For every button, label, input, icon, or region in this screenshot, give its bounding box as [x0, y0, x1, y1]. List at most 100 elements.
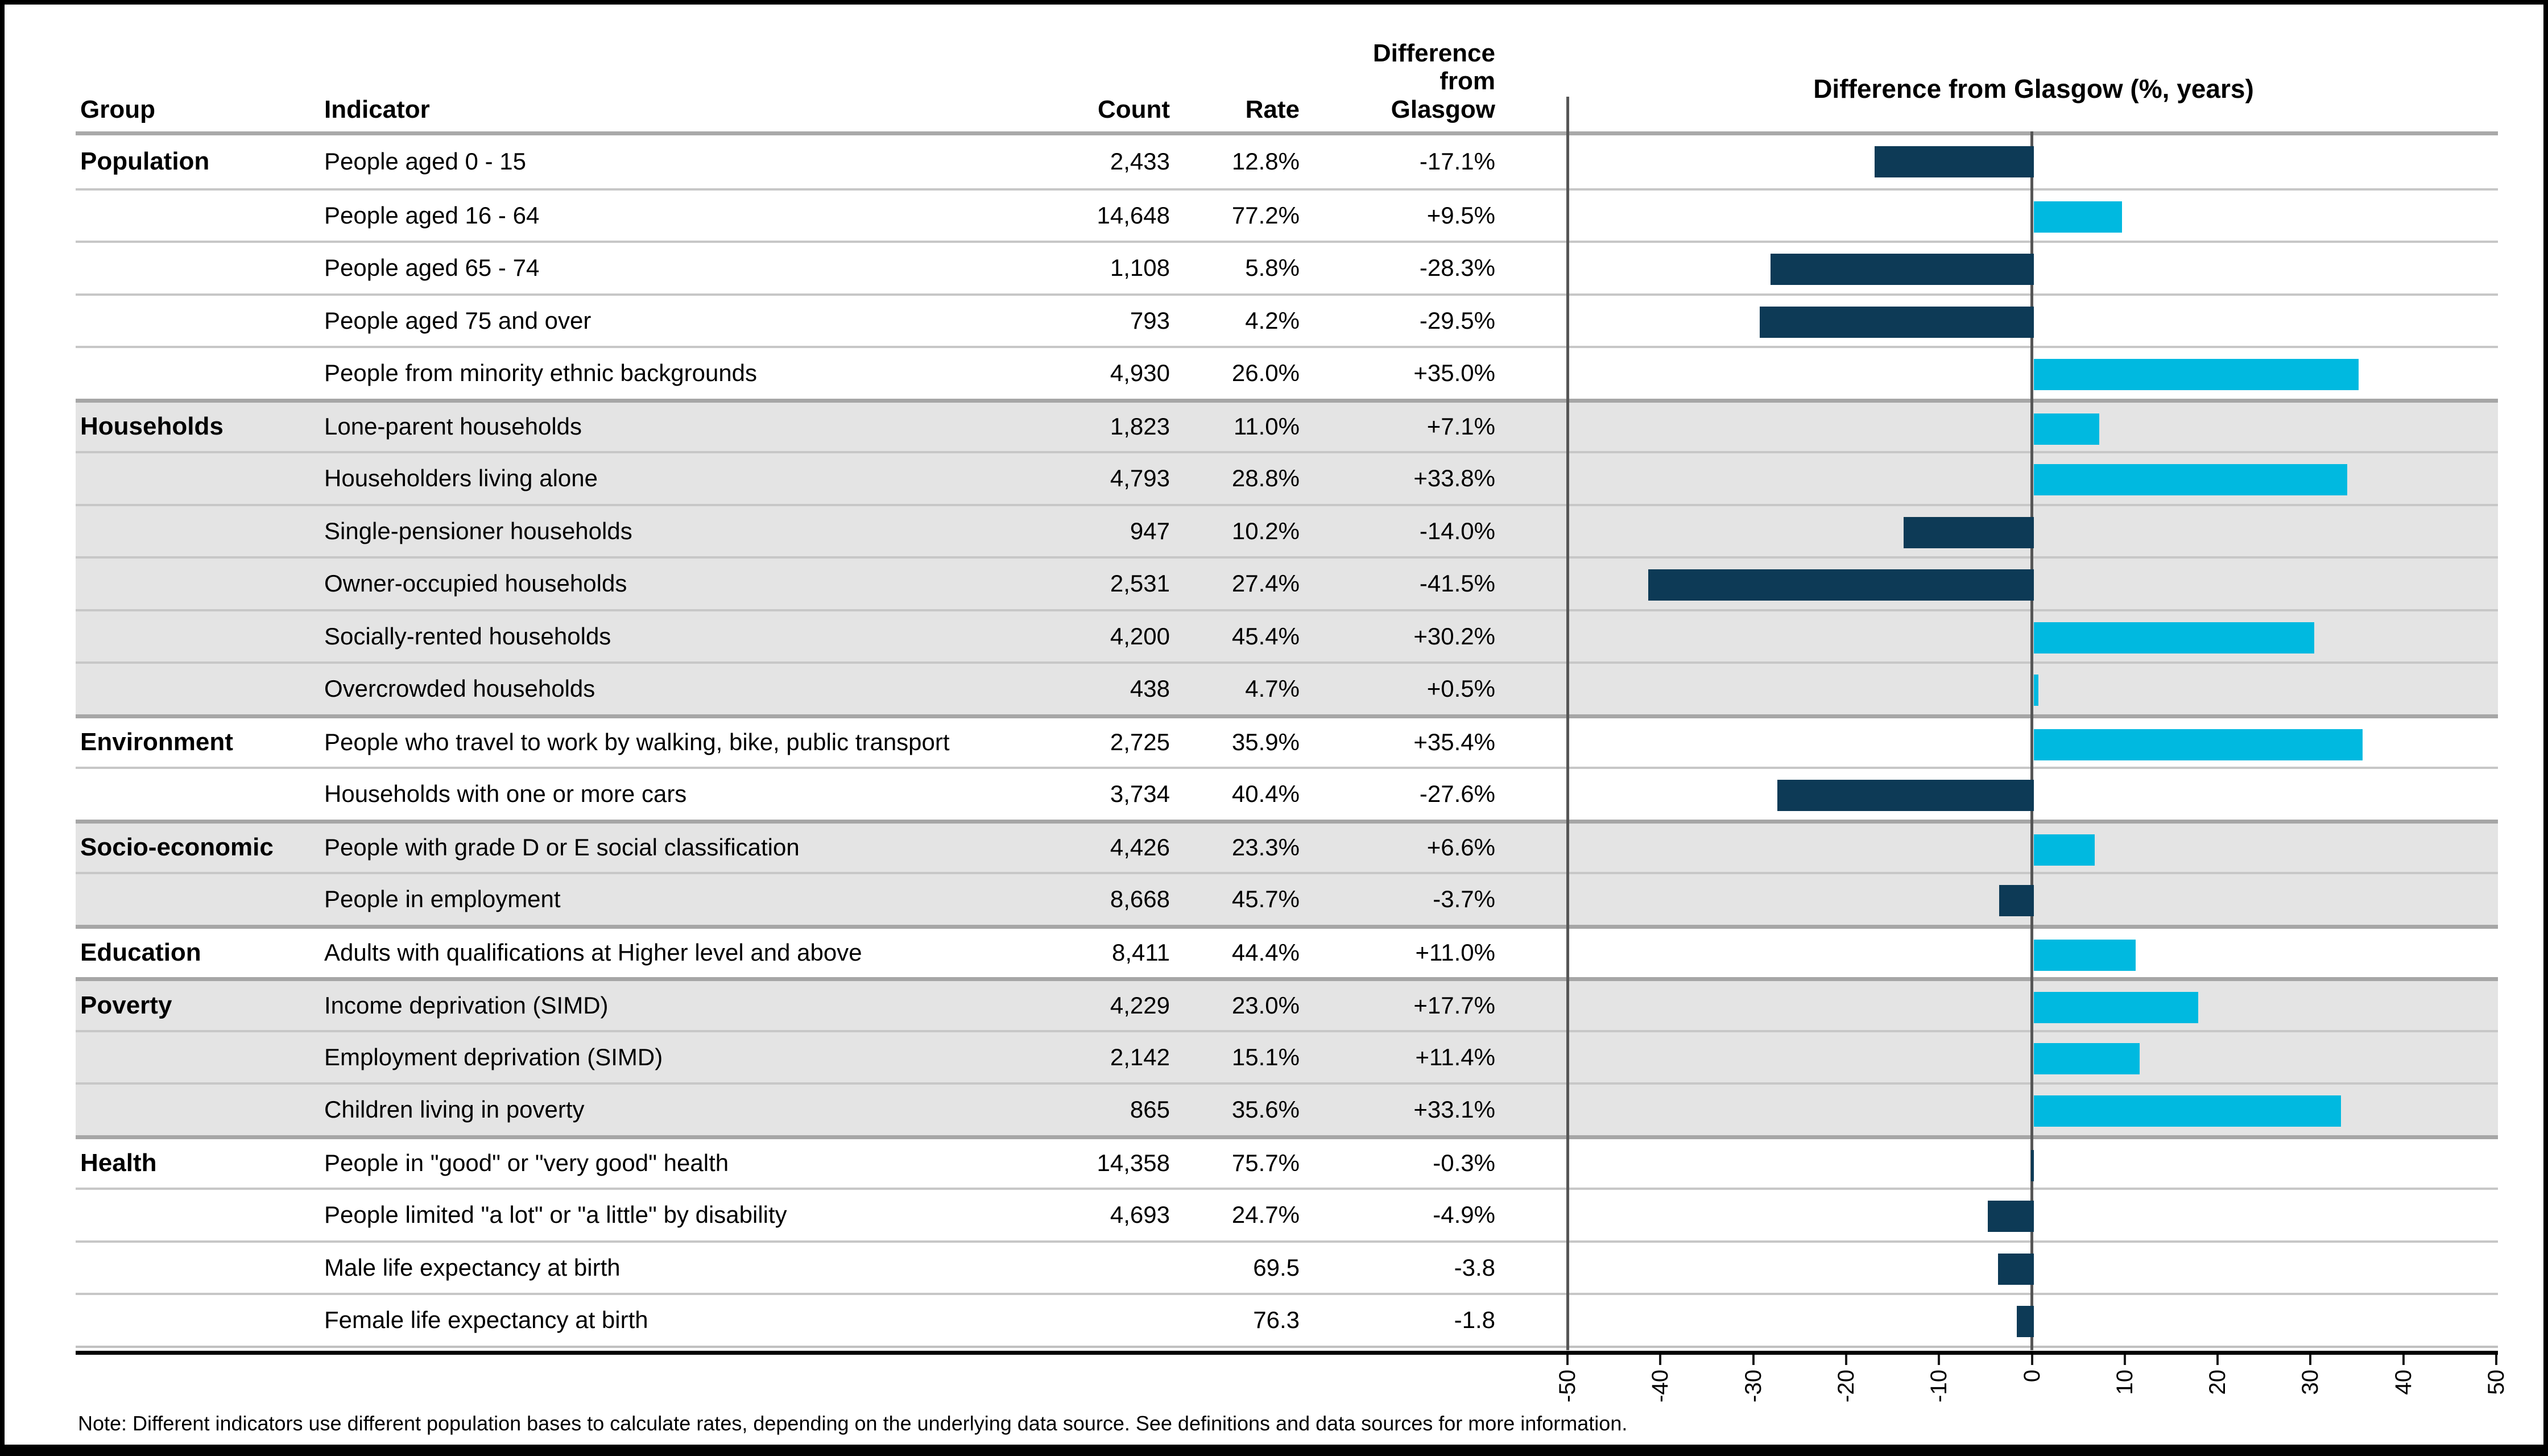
table-row: Female life expectancy at birth 76.3 -1.8 — [76, 1293, 2498, 1346]
difference-bar-cell — [1569, 981, 2498, 1030]
difference-value: -3.8 — [1454, 1254, 1495, 1281]
count-value: 3,734 — [1110, 780, 1170, 808]
table-row: Education Adults with qualifications at H… — [76, 924, 2498, 978]
difference-bar-cell — [1569, 718, 2498, 767]
group-label: Environment — [80, 728, 233, 756]
rate-value: 10.2% — [1231, 517, 1300, 544]
table-row: Socially-rented households 4,200 45.4% +30.… — [76, 609, 2498, 661]
indicator-label: People limited "a lot" or "a little" by … — [324, 1201, 787, 1228]
header-group: Group — [80, 95, 155, 123]
difference-bar-cell — [1569, 243, 2498, 293]
table-row: Population People aged 0 - 15 2,433 12.8% -1… — [76, 135, 2498, 188]
indicator-table: Group Indicator Count Rate Difference fr… — [76, 5, 2509, 1402]
axis-tick-mark — [2030, 1354, 2033, 1365]
rate-value: 15.1% — [1231, 1043, 1300, 1070]
rate-value: 26.0% — [1231, 359, 1300, 387]
axis-tick-label: -40 — [1648, 1369, 1673, 1403]
table-row: People from minority ethnic backgrounds 4… — [76, 346, 2498, 399]
chart-x-axis-line — [76, 1350, 2498, 1355]
rate-value: 69.5 — [1253, 1254, 1300, 1281]
group-label: Households — [80, 412, 224, 441]
difference-bar-cell — [1569, 874, 2498, 925]
table-row: Male life expectancy at birth 69.5 -3.8 — [76, 1240, 2498, 1293]
count-value: 14,648 — [1097, 201, 1170, 229]
indicator-label: People in employment — [324, 886, 561, 913]
axis-tick-mark — [2309, 1354, 2312, 1365]
difference-bar — [1988, 1201, 2034, 1232]
difference-value: +11.0% — [1415, 939, 1496, 966]
difference-bar — [1771, 254, 2034, 285]
indicator-label: People who travel to work by walking, bi… — [324, 729, 950, 756]
count-value: 2,725 — [1110, 729, 1170, 756]
table-row: Households with one or more cars 3,734 40.… — [76, 767, 2498, 820]
difference-value: -1.8 — [1454, 1306, 1495, 1334]
count-value: 1,823 — [1110, 413, 1170, 440]
difference-bar-cell — [1569, 506, 2498, 557]
header-chart-cell: Difference from Glasgow (%, years) — [1569, 5, 2498, 123]
difference-bar — [2030, 1149, 2034, 1181]
rate-value: 35.6% — [1231, 1096, 1300, 1123]
rate-value: 77.2% — [1231, 201, 1300, 229]
axis-tick-label: -10 — [1926, 1369, 1952, 1403]
table-body: Population People aged 0 - 15 2,433 12.8% -1… — [76, 135, 2498, 1346]
difference-bar-cell — [1569, 824, 2498, 872]
axis-tick-mark — [2123, 1354, 2126, 1365]
difference-value: -14.0% — [1419, 517, 1495, 544]
indicator-label: Adults with qualifications at Higher lev… — [324, 939, 862, 966]
group-label: Socio-economic — [80, 833, 274, 862]
difference-value: -4.9% — [1433, 1201, 1495, 1228]
rate-value: 24.7% — [1231, 1201, 1300, 1228]
rate-value: 28.8% — [1231, 465, 1300, 492]
difference-bar — [2033, 992, 2198, 1023]
table-row: Householders living alone 4,793 28.8% +33.8… — [76, 451, 2498, 504]
difference-value: +6.6% — [1426, 834, 1495, 861]
table-row: People in employment 8,668 45.7% -3.7% — [76, 872, 2498, 925]
group-label: Health — [80, 1149, 157, 1177]
axis-tick-mark — [2495, 1354, 2497, 1365]
count-value: 14,358 — [1097, 1149, 1170, 1177]
axis-tick-label: 50 — [2484, 1369, 2509, 1395]
rate-value: 35.9% — [1231, 729, 1300, 756]
rate-value: 75.7% — [1231, 1149, 1300, 1177]
chart-title: Difference from Glasgow (%, years) — [1813, 74, 2254, 104]
difference-bar-cell — [1569, 1032, 2498, 1083]
difference-bar — [2033, 729, 2363, 760]
count-value: 4,930 — [1110, 359, 1170, 387]
difference-value: +30.2% — [1413, 622, 1495, 650]
indicator-label: Overcrowded households — [324, 675, 595, 702]
difference-bar-cell — [1569, 135, 2498, 188]
difference-bar — [2033, 1095, 2342, 1127]
axis-tick-label: 40 — [2390, 1369, 2416, 1395]
difference-bar-cell — [1569, 296, 2498, 346]
table-row: Environment People who travel to work by … — [76, 714, 2498, 767]
count-value: 4,793 — [1110, 465, 1170, 492]
rate-value: 11.0% — [1234, 413, 1300, 440]
difference-bar — [2033, 622, 2314, 653]
indicator-label: People aged 75 and over — [324, 307, 592, 334]
axis-tick-mark — [1659, 1354, 1662, 1365]
axis-tick-mark — [1844, 1354, 1847, 1365]
count-value: 2,433 — [1110, 148, 1170, 175]
count-value: 793 — [1130, 307, 1170, 334]
difference-bar — [1759, 306, 2034, 338]
difference-value: +7.1% — [1426, 413, 1495, 440]
difference-value: -27.6% — [1419, 780, 1495, 808]
difference-value: +33.8% — [1413, 465, 1495, 492]
table-row: Poverty Income deprivation (SIMD) 4,229 23.… — [76, 977, 2498, 1030]
axis-tick-label: 0 — [2019, 1369, 2045, 1382]
count-value: 4,693 — [1110, 1201, 1170, 1228]
indicator-label: People aged 0 - 15 — [324, 148, 526, 175]
difference-value: +0.5% — [1426, 675, 1495, 702]
indicator-label: Female life expectancy at birth — [324, 1306, 648, 1334]
count-value: 947 — [1130, 517, 1170, 544]
indicator-label: People with grade D or E social classifi… — [324, 834, 800, 861]
group-label: Population — [80, 147, 210, 176]
count-value: 2,531 — [1110, 570, 1170, 597]
difference-value: -3.7% — [1433, 886, 1495, 913]
rate-value: 4.7% — [1245, 675, 1300, 702]
axis-tick-mark — [1752, 1354, 1755, 1365]
chart-zero-line — [2030, 131, 2033, 1350]
axis-tick-label: -50 — [1555, 1369, 1580, 1403]
footnote: Note: Different indicators use different… — [78, 1412, 1628, 1435]
count-value: 2,142 — [1110, 1043, 1170, 1070]
